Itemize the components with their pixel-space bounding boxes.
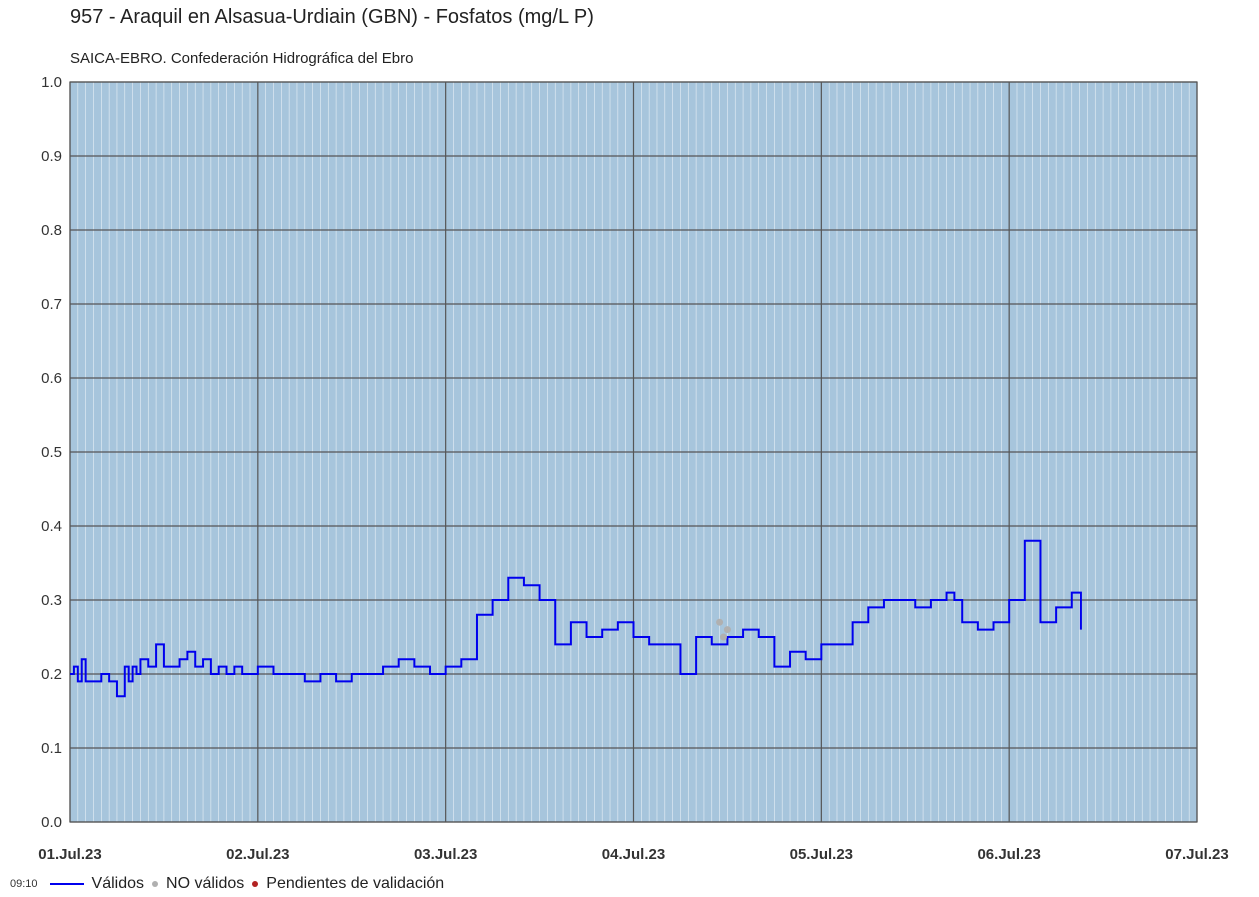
- x-tick-label: 01.Jul.23: [38, 846, 101, 863]
- legend-pending-label[interactable]: Pendientes de validación: [266, 875, 445, 892]
- x-tick-label: 06.Jul.23: [977, 846, 1040, 863]
- x-tick-label: 02.Jul.23: [226, 846, 289, 863]
- y-tick-label: 1.0: [41, 74, 62, 91]
- plot-border: [69, 81, 1198, 823]
- x-tick-label: 03.Jul.23: [414, 846, 477, 863]
- y-tick-label: 0.9: [41, 148, 62, 165]
- legend: 09:10 Válidos NO válidos Pendientes de v…: [10, 875, 444, 893]
- invalid-point: [723, 626, 731, 634]
- invalid-point: [720, 633, 728, 641]
- invalid-dot-icon: [152, 881, 159, 887]
- legend-invalid-label[interactable]: NO válidos: [166, 875, 245, 892]
- y-tick-label: 0.3: [41, 592, 62, 609]
- y-tick-label: 0.0: [41, 814, 62, 831]
- y-tick-label: 0.5: [41, 444, 62, 461]
- invalid-point: [716, 618, 724, 626]
- y-tick-label: 0.7: [41, 296, 62, 313]
- y-tick-label: 0.8: [41, 222, 62, 239]
- current-time-label: 09:10: [10, 878, 38, 890]
- pending-dot-icon: [252, 881, 259, 887]
- x-tick-label: 05.Jul.23: [790, 846, 853, 863]
- chart-title: 957 - Araquil en Alsasua-Urdiain (GBN) -…: [70, 6, 594, 28]
- valid-line-icon: [49, 883, 84, 885]
- x-tick-label: 07.Jul.23: [1165, 846, 1228, 863]
- y-tick-label: 0.1: [41, 740, 62, 757]
- y-tick-label: 0.6: [41, 370, 62, 387]
- legend-valid-label[interactable]: Válidos: [91, 875, 145, 892]
- chart-subtitle: SAICA-EBRO. Confederación Hidrográfica d…: [70, 50, 414, 67]
- valid-series-line: [70, 539, 1082, 698]
- x-tick-label: 04.Jul.23: [602, 846, 665, 863]
- y-tick-label: 0.4: [41, 518, 62, 535]
- y-tick-label: 0.2: [41, 666, 62, 683]
